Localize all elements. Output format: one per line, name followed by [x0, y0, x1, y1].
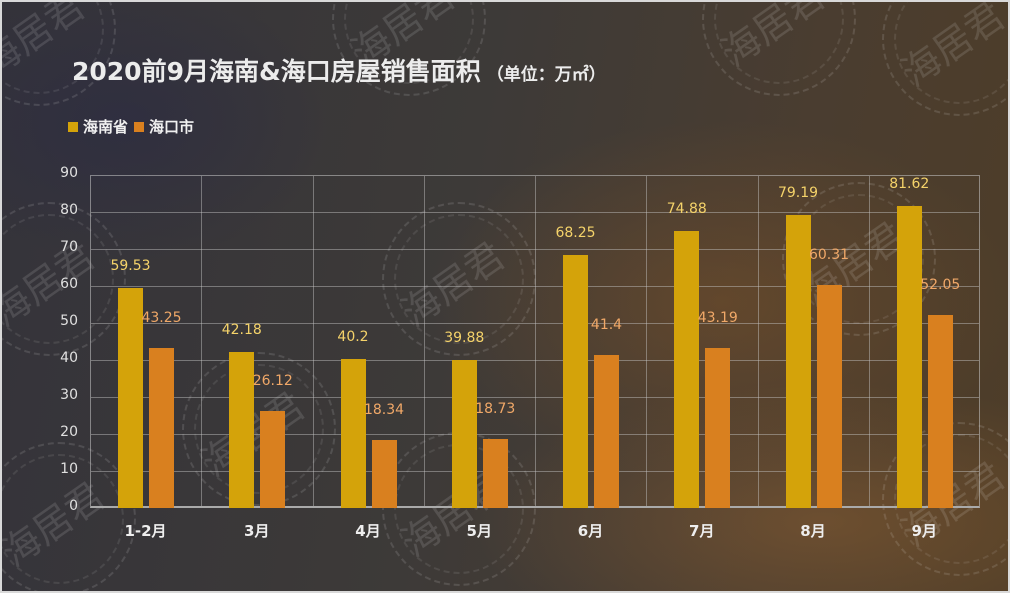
data-label: 59.53 — [110, 257, 151, 274]
data-label: 79.19 — [777, 184, 819, 201]
y-tick-label: 50 — [60, 313, 78, 329]
plot-area — [90, 175, 980, 508]
data-label: 43.19 — [697, 310, 738, 327]
y-tick-label: 30 — [60, 387, 78, 403]
y-tick-label: 0 — [69, 498, 78, 514]
bar-haikou[interactable] — [816, 284, 842, 508]
bar-haikou[interactable] — [705, 348, 731, 508]
title-text: 2020前9月海南&海口房屋销售面积 — [72, 57, 481, 86]
legend-swatch-haikou — [134, 121, 145, 132]
x-tick-label: 3月 — [244, 522, 270, 540]
v-gridline — [646, 176, 648, 506]
bar-hainan[interactable] — [340, 359, 366, 508]
bar-hainan[interactable] — [118, 287, 143, 508]
x-tick-label: 5月 — [466, 522, 492, 540]
legend-swatch-hainan — [68, 121, 78, 132]
y-tick-label: 70 — [60, 239, 78, 255]
bar-hainan[interactable] — [674, 230, 700, 508]
x-tick-label: 6月 — [577, 522, 604, 540]
bar-haikou[interactable] — [371, 440, 397, 508]
v-gridline — [201, 176, 203, 506]
v-gridline — [423, 176, 425, 506]
data-label: 52.05 — [920, 277, 961, 294]
legend: 海南省 海口市 — [68, 116, 200, 137]
bar-hainan[interactable] — [563, 255, 588, 508]
x-tick-label: 4月 — [355, 522, 381, 540]
x-tick-label: 9月 — [911, 522, 937, 540]
h-gridline — [91, 249, 979, 250]
data-label: 18.34 — [363, 402, 405, 419]
x-tick-label: 1-2月 — [124, 522, 167, 540]
v-gridline — [312, 176, 314, 506]
data-label: 26.12 — [252, 373, 293, 390]
legend-item-hainan: 海南省 — [68, 116, 128, 137]
h-gridline — [91, 397, 979, 398]
data-label: 39.88 — [444, 330, 485, 347]
h-gridline — [91, 360, 979, 361]
watermark-stamp: 海居君 — [182, 352, 336, 506]
v-gridline — [868, 176, 870, 506]
watermark-stamp: 海居君 — [882, 2, 1008, 116]
data-label: 42.18 — [221, 321, 262, 338]
watermark-stamp: 海居君 — [382, 202, 536, 356]
data-label: 74.88 — [666, 200, 707, 217]
data-label: 40.2 — [337, 329, 369, 346]
data-label: 18.73 — [475, 400, 516, 417]
h-gridline — [91, 323, 979, 324]
data-label: 60.31 — [808, 246, 850, 263]
y-tick-label: 40 — [60, 350, 78, 366]
data-label: 81.62 — [889, 176, 930, 192]
y-tick-label: 80 — [60, 202, 78, 218]
h-gridline — [91, 471, 979, 472]
data-label: 68.25 — [555, 225, 596, 242]
bar-haikou[interactable] — [482, 438, 508, 508]
bar-hainan[interactable] — [896, 206, 922, 508]
y-tick-label: 20 — [60, 424, 78, 440]
y-tick-label: 10 — [60, 461, 78, 477]
h-gridline — [91, 286, 979, 287]
unit-label: （单位：万㎡） — [486, 65, 606, 85]
data-label: 43.25 — [141, 309, 182, 326]
legend-label: 海口市 — [149, 118, 195, 136]
bar-haikou[interactable] — [149, 347, 174, 508]
chart-title: 2020前9月海南&海口房屋销售面积 （单位：万㎡） — [72, 52, 606, 88]
h-gridline — [91, 212, 979, 213]
bar-haikou[interactable] — [927, 315, 953, 508]
bar-haikou[interactable] — [594, 354, 619, 508]
watermark-stamp: 海居君 — [702, 2, 856, 96]
bar-hainan[interactable] — [229, 351, 255, 508]
v-gridline — [535, 176, 536, 506]
bar-haikou[interactable] — [260, 411, 286, 508]
legend-label: 海南省 — [83, 118, 129, 136]
v-gridline — [757, 176, 759, 506]
legend-item-haikou: 海口市 — [134, 116, 194, 137]
y-tick-label: 60 — [60, 276, 78, 292]
y-tick-label: 90 — [60, 165, 78, 181]
watermark-stamp: 海居君 — [2, 442, 136, 591]
x-tick-label: 8月 — [800, 522, 826, 540]
x-tick-label: 7月 — [689, 522, 715, 540]
bar-hainan[interactable] — [451, 360, 477, 508]
h-gridline — [91, 434, 979, 435]
data-label: 41.4 — [590, 316, 623, 333]
bar-hainan[interactable] — [785, 214, 811, 508]
